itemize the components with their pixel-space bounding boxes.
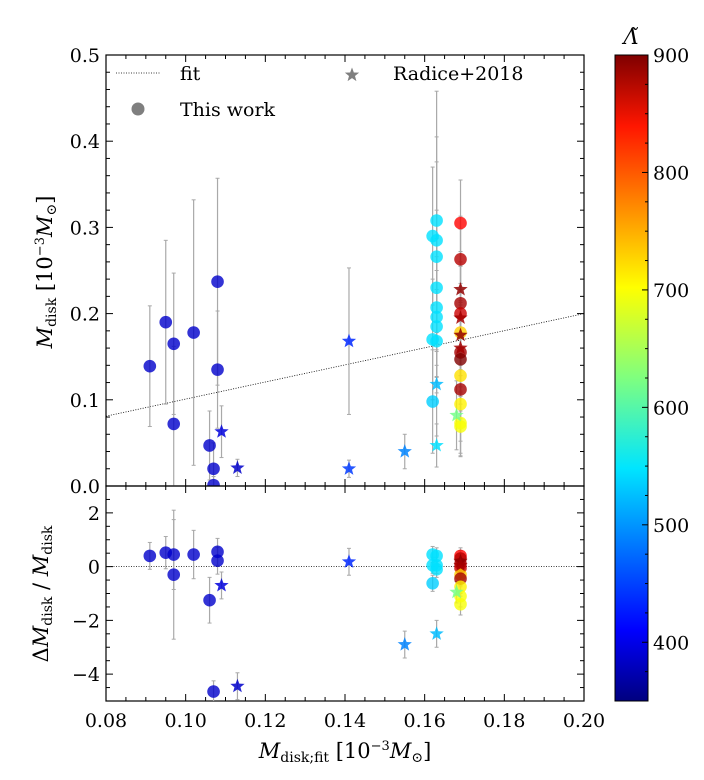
bottom-radice-star	[214, 577, 229, 592]
top-this-work-point	[211, 275, 224, 289]
top-this-work-point	[159, 315, 173, 329]
top-this-work-point	[430, 320, 443, 333]
top-radice-star	[453, 327, 468, 342]
top-this-work-point	[430, 301, 443, 314]
colorbar-tick-label: 400	[653, 632, 689, 654]
top-this-work-point	[207, 462, 220, 476]
bottom-radice-star	[397, 637, 412, 651]
top-this-work-point	[430, 214, 443, 227]
bottom-radice-star	[449, 584, 464, 599]
top-radice-star	[453, 310, 468, 324]
bottom-this-work-point	[430, 563, 443, 576]
legend-radice-label: Radice+2018	[393, 63, 523, 85]
legend-this-work-label: This work	[180, 99, 276, 121]
legend-fit-label: fit	[180, 63, 201, 85]
bottom-radice-star	[453, 557, 468, 572]
bottom-this-work-point	[187, 548, 200, 561]
bottom-this-work-point	[207, 685, 220, 698]
bottom-radice-star	[341, 554, 357, 568]
top-this-work-point	[430, 234, 443, 247]
top-this-work-point	[454, 369, 467, 382]
bottom-y-tick-label: −2	[72, 610, 100, 632]
top-this-work-point	[454, 216, 467, 230]
colorbar-tick-label: 900	[653, 45, 689, 67]
bottom-this-work-point	[430, 549, 443, 563]
top-radice-star	[341, 333, 357, 348]
top-this-work-point	[430, 310, 443, 324]
colorbar-tick-label: 800	[653, 162, 689, 184]
top-y-tick-label: 0.3	[70, 217, 100, 239]
top-this-work-point	[167, 417, 181, 431]
top-radice-star	[341, 461, 357, 475]
bottom-y-tick-label: 0	[88, 557, 100, 579]
top-this-work-point	[143, 359, 157, 373]
top-y-tick-label: 0.4	[70, 131, 100, 153]
top-this-work-point	[207, 478, 220, 486]
bottom-this-work-point	[211, 554, 224, 568]
bottom-this-work-point	[426, 576, 439, 590]
x-tick-label: 0.20	[563, 710, 605, 732]
top-this-work-point	[454, 352, 467, 366]
legend-this-work-marker	[131, 102, 145, 116]
bottom-panel: −4 −2 0 2 ΔMdisk / Mdisk	[29, 485, 585, 702]
top-this-work-point	[454, 383, 467, 396]
top-this-work-point	[454, 296, 467, 310]
bottom-this-work-point	[454, 597, 467, 611]
colorbar-tick-label: 600	[653, 397, 689, 419]
bottom-radice-star	[429, 626, 444, 640]
legend: fit This work Radice+2018	[116, 63, 523, 121]
top-radice-star	[453, 340, 468, 355]
x-tick-label: 0.12	[244, 710, 286, 732]
top-this-work-point	[430, 281, 443, 295]
colorbar-tick-label: 700	[653, 280, 689, 302]
colorbar: 400 500 600 700 800 900 Λ̃	[614, 25, 689, 702]
bottom-radice-star	[230, 678, 245, 693]
colorbar-tick-label: 500	[653, 515, 689, 537]
bottom-this-work-point	[167, 548, 181, 561]
top-this-work-point	[167, 337, 181, 351]
top-this-work-point	[430, 250, 443, 264]
x-axis-label: Mdisk;fit [10−3M⊙]	[258, 739, 432, 766]
top-radice-star	[214, 424, 229, 438]
legend-radice-marker	[344, 67, 360, 82]
top-y-tick-label: 0.5	[70, 45, 100, 67]
bottom-this-work-point	[167, 568, 181, 581]
x-tick-label: 0.16	[404, 710, 446, 732]
bottom-plot-frame	[105, 485, 585, 702]
top-y-tick-label: 0.0	[70, 476, 100, 498]
top-radice-star	[429, 437, 444, 452]
top-y-axis-label: Mdisk [10−3M⊙]	[33, 196, 60, 350]
x-tick-label: 0.18	[483, 710, 525, 732]
bottom-this-work-point	[203, 593, 216, 607]
top-this-work-point	[454, 252, 467, 266]
top-radice-star	[397, 444, 412, 458]
top-this-work-point	[454, 397, 467, 411]
bottom-y-tick-label: −4	[72, 664, 100, 686]
fit-line	[106, 313, 584, 417]
x-tick-label: 0.14	[324, 710, 366, 732]
top-this-work-point	[454, 420, 467, 433]
x-tick-label: 0.08	[85, 710, 127, 732]
x-tick-label: 0.10	[165, 710, 207, 732]
top-this-work-point	[430, 334, 443, 348]
top-this-work-point	[211, 363, 224, 376]
top-this-work-point	[426, 395, 439, 408]
bottom-y-tick-label: 2	[88, 503, 100, 525]
colorbar-label: Λ̃	[621, 25, 638, 49]
colorbar-gradient	[614, 54, 649, 702]
bottom-y-axis-label: ΔMdisk / Mdisk	[29, 525, 56, 662]
top-y-tick-label: 0.1	[70, 390, 100, 412]
top-this-work-point	[203, 439, 216, 452]
top-panel: 0.0 0.1 0.2 0.3 0.4 0.5 fit This work Radice+20…	[33, 45, 585, 498]
top-y-tick-label: 0.2	[70, 304, 100, 326]
top-radice-star	[230, 460, 245, 474]
top-radice-star	[429, 376, 444, 391]
bottom-this-work-point	[211, 545, 224, 559]
top-radice-star	[453, 281, 468, 296]
top-this-work-point	[187, 326, 200, 339]
top-radice-star	[449, 407, 464, 422]
bottom-this-work-point	[143, 549, 157, 563]
